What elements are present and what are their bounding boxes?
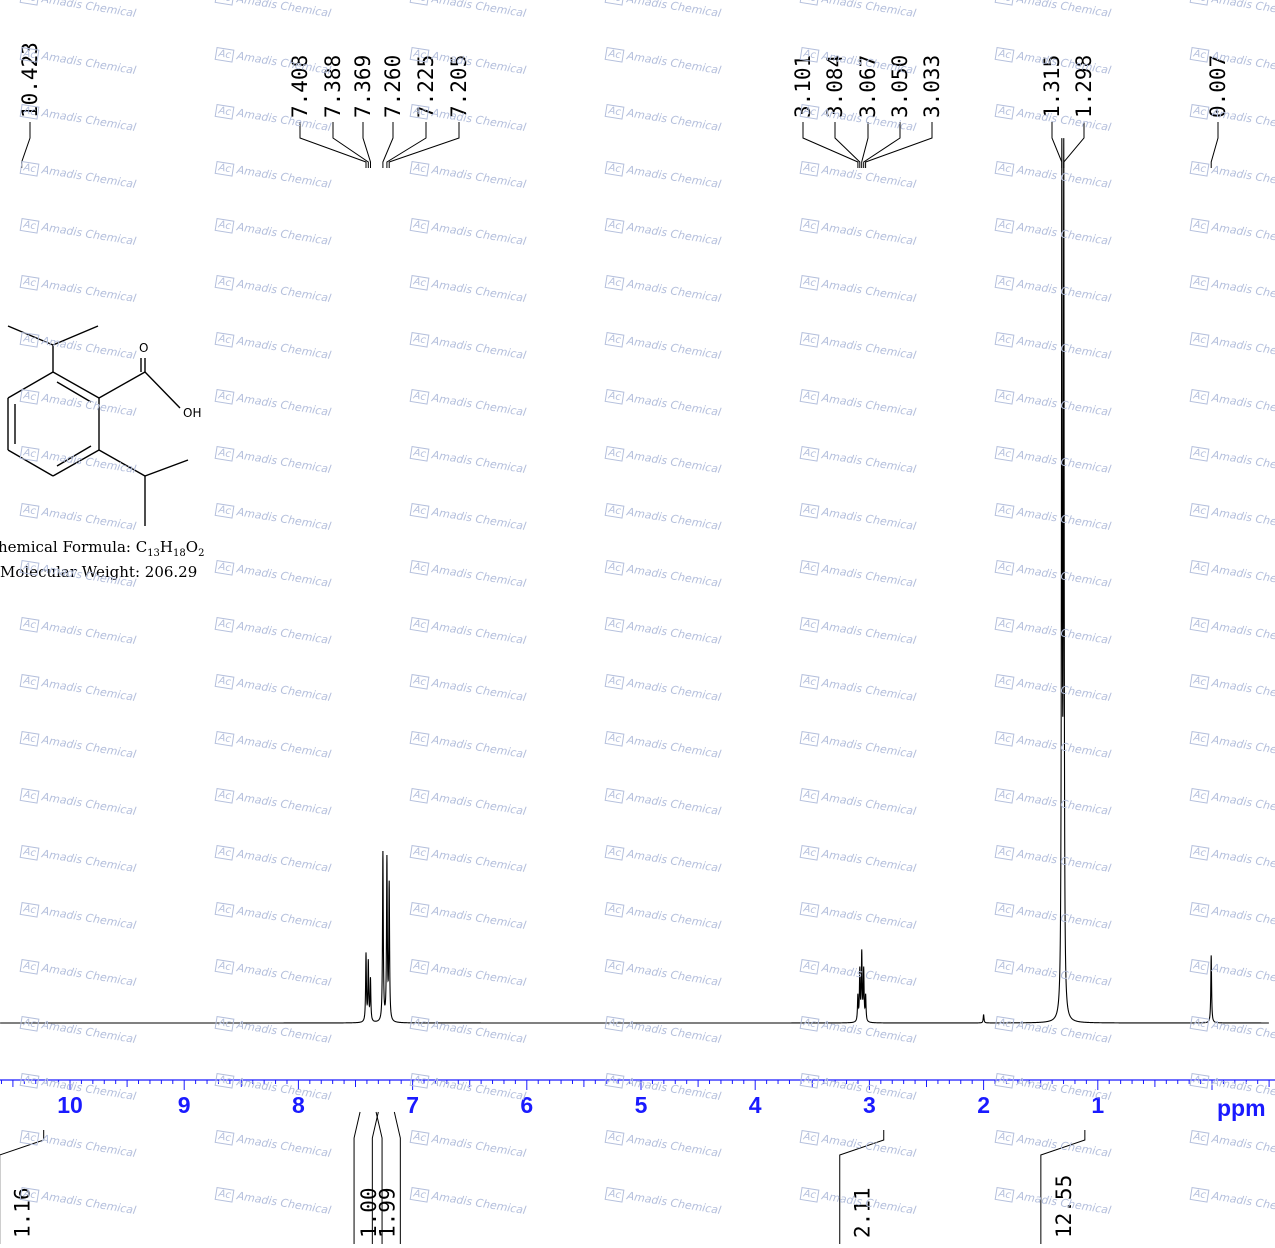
peak-label-leader bbox=[1051, 122, 1063, 168]
integral-value: 1.16 bbox=[11, 1187, 35, 1238]
peak-label: 7.388 bbox=[321, 55, 345, 118]
integral-bracket bbox=[1040, 1130, 1086, 1244]
peak-label: 1.315 bbox=[1040, 55, 1064, 118]
chemical-formula: hemical Formula: C13H18O2 bbox=[0, 538, 204, 559]
integral-value: 2.11 bbox=[851, 1187, 875, 1238]
peak-label-leader bbox=[362, 122, 371, 168]
peak-label-leader bbox=[802, 122, 859, 168]
peak-label: 3.101 bbox=[791, 55, 815, 118]
chemical-structure: O OH bbox=[7, 325, 201, 526]
formula-subscript: 2 bbox=[198, 548, 205, 559]
peak-label: 7.369 bbox=[351, 55, 375, 118]
formula-prefix: hemical Formula: bbox=[0, 538, 136, 556]
peak-label-leader bbox=[863, 122, 901, 168]
hydroxyl-label: OH bbox=[183, 406, 201, 420]
peak-label: 3.084 bbox=[823, 55, 847, 118]
axis-tick-label: 6 bbox=[520, 1092, 533, 1118]
axis-tick-label: 7 bbox=[406, 1092, 419, 1118]
peak-label-leader bbox=[21, 122, 31, 168]
formula-subscript: 13 bbox=[147, 548, 160, 559]
spectrum-line bbox=[0, 138, 1269, 1024]
peak-label: 3.033 bbox=[920, 55, 944, 118]
peak-label: 3.067 bbox=[856, 55, 880, 118]
integral-value: 1.99 bbox=[375, 1187, 399, 1238]
peak-label-leader bbox=[861, 122, 869, 168]
axis-tick-label: 1 bbox=[1091, 1092, 1104, 1118]
peak-label-leader bbox=[388, 122, 460, 168]
peak-label-leader bbox=[386, 122, 427, 168]
peak-label: 7.225 bbox=[414, 55, 438, 118]
axis-unit-label: ppm bbox=[1217, 1095, 1266, 1121]
peak-label-leader bbox=[332, 122, 369, 168]
carbonyl-oxygen-label: O bbox=[139, 341, 148, 355]
peak-label-leader bbox=[299, 122, 367, 168]
axis-tick-label: 5 bbox=[635, 1092, 648, 1118]
formula-value: C13H18O2 bbox=[135, 538, 205, 559]
peak-label: 7.205 bbox=[447, 55, 471, 118]
peak-label-leader bbox=[865, 122, 933, 168]
peak-label: 10.423 bbox=[18, 42, 42, 118]
axis-tick-label: 9 bbox=[178, 1092, 191, 1118]
molecular-weight: Molecular Weight: 206.29 bbox=[0, 563, 198, 581]
peak-label-leader bbox=[1063, 122, 1085, 168]
integral-bracket bbox=[371, 1111, 401, 1244]
integral-bracket bbox=[839, 1130, 885, 1244]
peak-label: 7.408 bbox=[288, 55, 312, 118]
axis-tick-label: 4 bbox=[749, 1092, 762, 1118]
formula-element: H bbox=[159, 538, 174, 556]
integral-value: 1.00 bbox=[357, 1187, 381, 1238]
peak-label-leader bbox=[382, 122, 394, 168]
peak-label-leader bbox=[834, 122, 861, 168]
axis-tick-label: 10 bbox=[57, 1092, 83, 1118]
peak-label: 7.260 bbox=[381, 55, 405, 118]
axis-tick-label: 2 bbox=[977, 1092, 990, 1118]
integral-bracket bbox=[0, 1130, 45, 1244]
formula-element: O bbox=[185, 538, 199, 556]
peak-label: 0.007 bbox=[1206, 55, 1230, 118]
peak-label: 3.050 bbox=[888, 55, 912, 118]
peak-label: 1.298 bbox=[1072, 55, 1096, 118]
integral-value: 12.55 bbox=[1052, 1175, 1076, 1238]
axis-tick-label: 8 bbox=[292, 1092, 305, 1118]
integral-bracket bbox=[353, 1111, 383, 1244]
formula-element: C bbox=[135, 538, 148, 556]
formula-subscript: 18 bbox=[173, 548, 186, 559]
peak-label-leader bbox=[1210, 122, 1219, 168]
axis-tick-label: 3 bbox=[863, 1092, 876, 1118]
